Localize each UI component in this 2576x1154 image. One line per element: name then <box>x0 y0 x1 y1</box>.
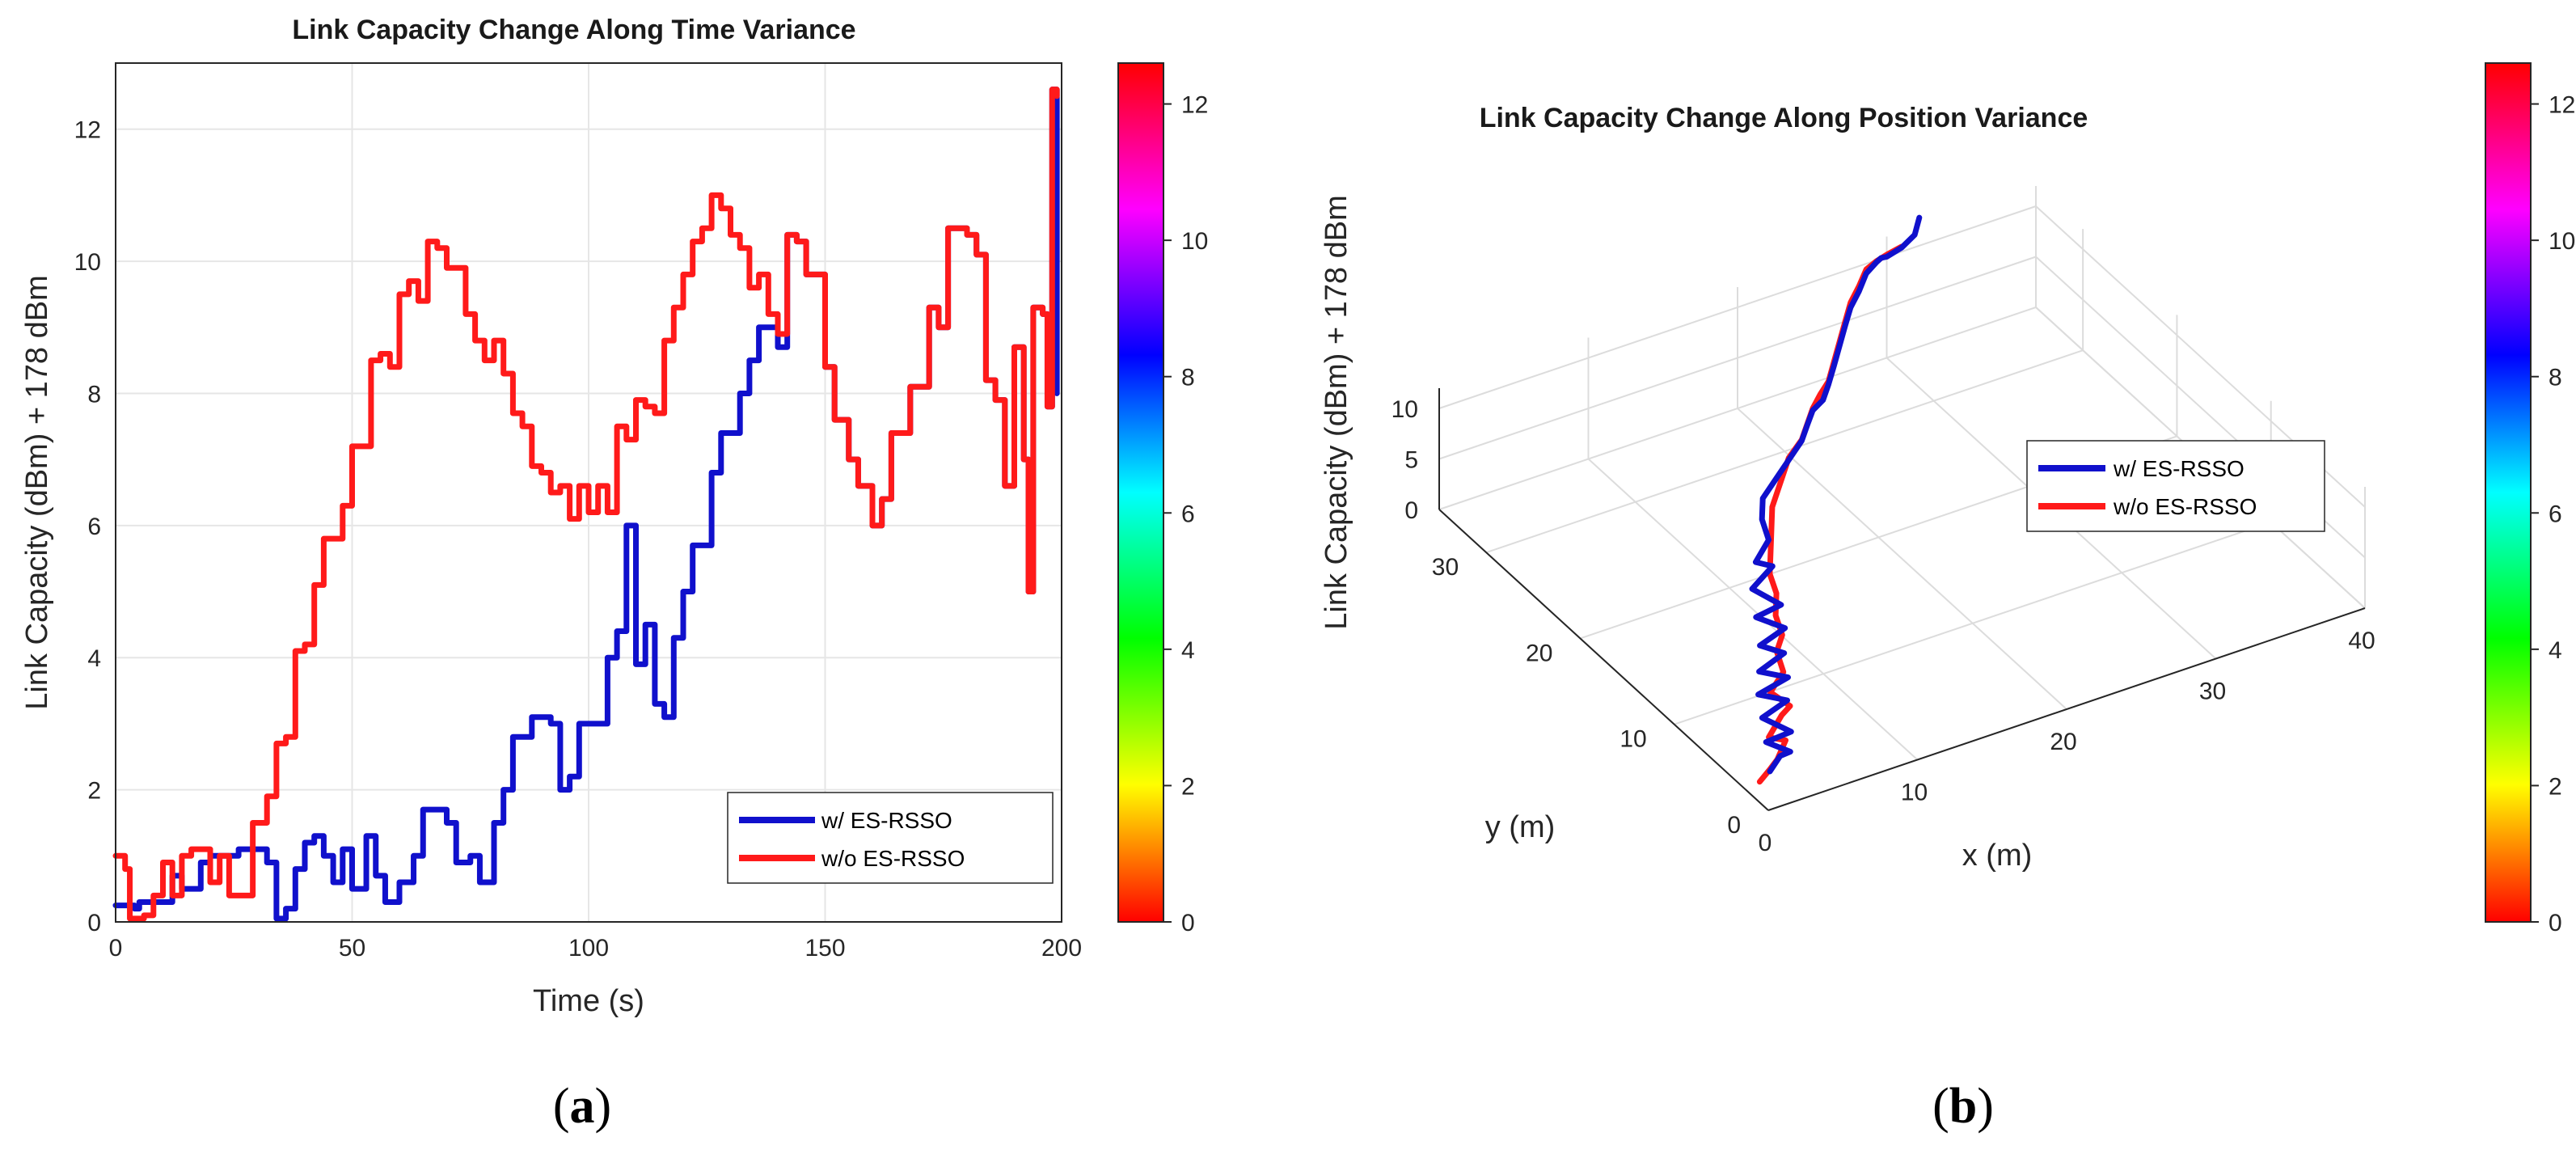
chart-b-zlabel: Link Capacity (dBm) + 178 dBm <box>1320 195 1353 630</box>
chart-a-legend: w/ ES-RSSO w/o ES-RSSO <box>727 792 1054 884</box>
chart-b-ytick-2: 20 <box>1526 640 1552 666</box>
chart-a-legend-box <box>727 792 1054 884</box>
chart-b-cbtick-5: 10 <box>2549 228 2575 255</box>
chart-b-title: Link Capacity Change Along Position Vari… <box>1480 103 2088 133</box>
chart-a-xtick-0: 0 <box>109 935 123 962</box>
chart-a-colorbar <box>1117 62 1164 923</box>
chart-a-ytick-3: 6 <box>87 514 101 540</box>
chart-a-legend-label-2: w/o ES-RSSO <box>821 846 965 871</box>
chart-b-cbtick-6: 12 <box>2549 92 2575 119</box>
chart-b-colorbar <box>2485 62 2532 923</box>
chart-b-back-zgrid-2 <box>1438 205 2037 409</box>
chart-b-xtick-0: 0 <box>1759 830 1772 856</box>
chart-b-xtick-1: 10 <box>1901 780 1928 806</box>
chart-a-xtick-3: 150 <box>804 935 845 962</box>
chart-b-ytick-0: 0 <box>1727 812 1741 839</box>
chart-a-ytick-1: 2 <box>87 778 101 805</box>
chart-b-cbtick-4: 8 <box>2549 365 2562 391</box>
chart-b-y-axis <box>1438 509 1769 811</box>
chart-a-ytick-2: 4 <box>87 645 101 672</box>
chart-b-x-axis <box>1767 607 2366 811</box>
chart-b-cbtick-0: 0 <box>2549 910 2562 936</box>
chart-b-ylabel: y (m) <box>1485 810 1556 844</box>
chart-a-ytick-6: 12 <box>74 117 101 144</box>
chart-a-cbtick-6: 12 <box>1181 92 1208 119</box>
chart-a-cbtick-0: 0 <box>1181 910 1195 936</box>
chart-b: Link Capacity Change Along Position Vari… <box>1320 62 2575 1134</box>
chart-a: Link Capacity Change Along Time Variance… <box>20 15 1208 1134</box>
chart-a-xtick-1: 50 <box>339 935 365 962</box>
chart-b-back-zgrid-0 <box>1438 306 2037 510</box>
panel-label-a: (a) <box>553 1079 611 1134</box>
chart-a-cbtick-5: 10 <box>1181 228 1208 255</box>
chart-a-xlabel: Time (s) <box>533 984 644 1018</box>
chart-a-ytick-5: 10 <box>74 249 101 276</box>
chart-b-cbtick-2: 4 <box>2549 637 2562 664</box>
chart-b-floor-ygrid-3 <box>1485 349 2084 554</box>
chart-b-back-zgrid-1 <box>1438 256 2037 460</box>
chart-b-cbtick-1: 2 <box>2549 773 2562 800</box>
chart-a-ylabel: Link Capacity (dBm) + 178 dBm <box>20 275 54 710</box>
panel-label-b: (b) <box>1932 1079 1994 1134</box>
chart-a-ytick-4: 8 <box>87 381 101 408</box>
chart-a-series-2-line <box>112 87 1060 922</box>
chart-a-axes-box <box>115 62 1062 923</box>
chart-b-series <box>1749 214 1923 785</box>
chart-a-cbtick-4: 8 <box>1181 365 1195 391</box>
chart-b-series-1-line <box>1749 214 1923 775</box>
chart-b-colorbar-ticks: 0 2 4 6 8 10 12 <box>2531 92 2575 936</box>
chart-a-series <box>112 87 1060 922</box>
chart-a-xtick-2: 100 <box>568 935 609 962</box>
chart-a-cbtick-2: 4 <box>1181 637 1195 664</box>
chart-a-colorbar-ticks: 0 2 4 6 8 10 12 <box>1163 92 1208 936</box>
chart-b-legend-label-2: w/o ES-RSSO <box>2113 494 2257 519</box>
chart-a-xtick-4: 200 <box>1041 935 1082 962</box>
chart-b-xtick-3: 30 <box>2199 678 2226 705</box>
chart-b-xtick-2: 20 <box>2050 729 2076 755</box>
chart-b-floor-xgrid-1 <box>1587 458 1919 761</box>
chart-b-ytick-1: 10 <box>1620 726 1646 753</box>
chart-a-title: Link Capacity Change Along Time Variance <box>292 15 855 45</box>
chart-b-legend-box <box>2026 440 2325 532</box>
chart-b-ticks: 0 10 20 30 40 0 10 20 30 0 5 10 <box>1391 396 2375 856</box>
chart-b-ytick-3: 30 <box>1432 554 1459 581</box>
chart-a-legend-label-1: w/ ES-RSSO <box>821 808 952 833</box>
chart-b-ztick-1: 5 <box>1404 447 1418 474</box>
chart-b-xlabel: x (m) <box>1962 839 2033 873</box>
chart-b-legend-label-1: w/ ES-RSSO <box>2113 456 2244 481</box>
chart-b-cbtick-3: 6 <box>2549 501 2562 527</box>
chart-b-floor-xgrid-2 <box>1737 408 2067 710</box>
chart-a-ytick-0: 0 <box>87 910 101 936</box>
chart-b-legend: w/ ES-RSSO w/o ES-RSSO <box>2026 440 2325 532</box>
chart-a-cbtick-3: 6 <box>1181 501 1195 527</box>
chart-a-ticks: 0 50 100 150 200 0 2 4 6 8 10 12 <box>74 117 1082 962</box>
chart-b-ztick-2: 10 <box>1391 396 1418 423</box>
chart-b-ztick-0: 0 <box>1404 497 1418 524</box>
chart-a-cbtick-1: 2 <box>1181 773 1195 800</box>
chart-b-xtick-4: 40 <box>2348 628 2375 654</box>
